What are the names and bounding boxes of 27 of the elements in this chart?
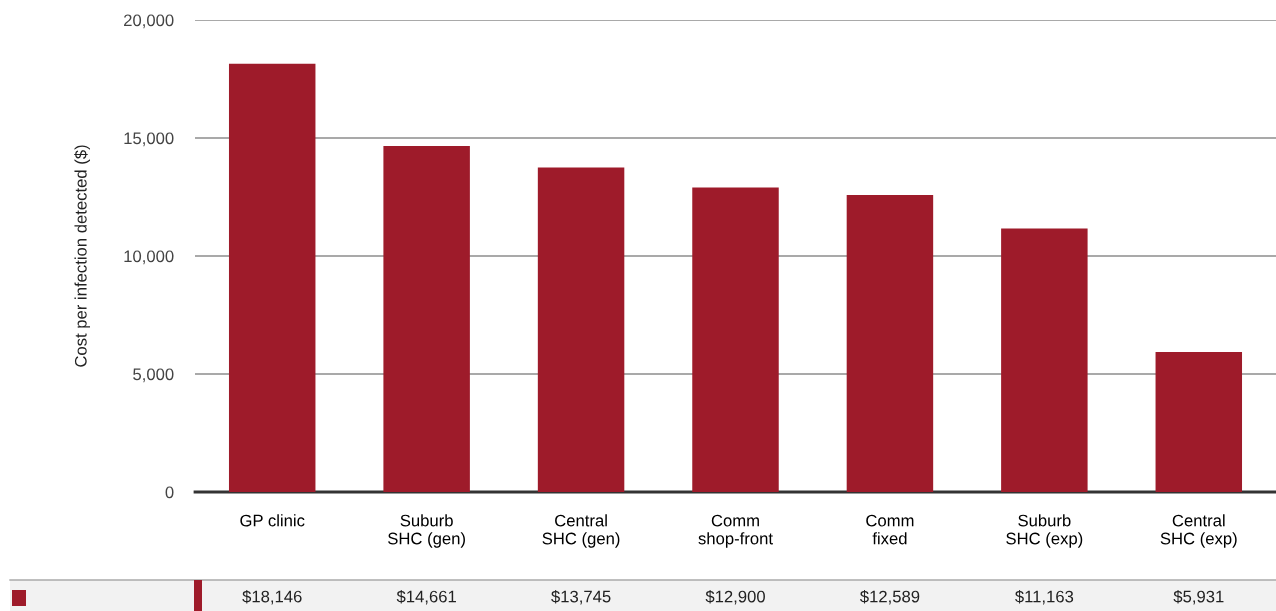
- bar: [1155, 352, 1243, 492]
- x-tick-label: Central SHC (exp): [1160, 514, 1237, 548]
- bar: [1001, 228, 1088, 492]
- bar: [537, 167, 625, 492]
- data-label: $12,900: [705, 589, 765, 605]
- y-tick-label: 0: [165, 486, 174, 499]
- bar: [846, 194, 934, 492]
- bar: [692, 187, 779, 492]
- y-tick-label: 20,000: [124, 14, 174, 29]
- data-label: $12,589: [859, 589, 920, 605]
- data-label: $14,661: [396, 589, 456, 605]
- x-tick-label: Suburb SHC (exp): [1006, 514, 1083, 548]
- y-tick-label: 10,000: [124, 250, 174, 265]
- data-label: $11,163: [1015, 589, 1074, 605]
- data-label: $5,931: [1173, 589, 1224, 605]
- data-label: $18,146: [242, 589, 302, 605]
- x-tick-label: Comm shop-front: [698, 514, 773, 548]
- y-axis-title: Cost per infection detected ($): [74, 145, 90, 367]
- x-tick-label: Central SHC (gen): [542, 514, 620, 548]
- y-tick-label: 5,000: [133, 368, 174, 383]
- data-label: $13,745: [551, 589, 611, 605]
- bar: [383, 146, 470, 492]
- x-tick-label: Suburb SHC (gen): [388, 514, 465, 548]
- bar: [228, 63, 316, 492]
- y-tick-label: 15,000: [124, 132, 174, 147]
- x-tick-label: GP clinic: [240, 514, 305, 527]
- x-tick-label: Comm fixed: [866, 514, 914, 545]
